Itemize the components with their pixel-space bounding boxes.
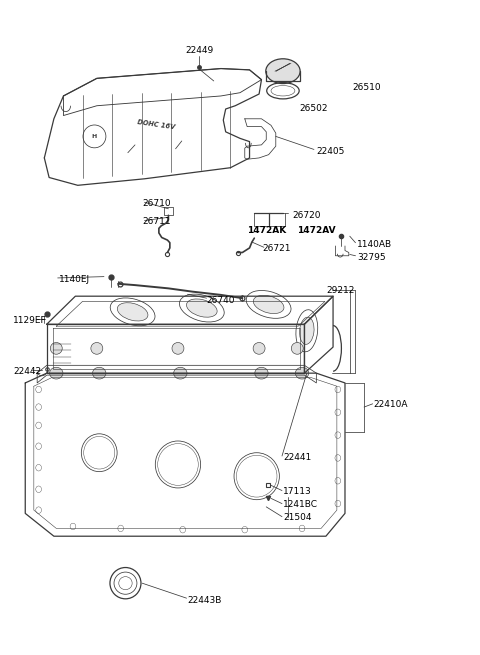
Text: H: H <box>92 134 97 139</box>
Ellipse shape <box>172 343 184 354</box>
Text: DOHC 16V: DOHC 16V <box>137 119 176 130</box>
Text: 1129EF: 1129EF <box>13 316 47 326</box>
Text: 26502: 26502 <box>300 104 328 113</box>
Text: 32795: 32795 <box>357 253 385 261</box>
Ellipse shape <box>300 317 314 345</box>
Text: 22405: 22405 <box>316 147 345 156</box>
Ellipse shape <box>253 295 284 314</box>
Ellipse shape <box>174 367 187 379</box>
Text: 22410A: 22410A <box>373 400 408 409</box>
Text: 22441: 22441 <box>283 453 311 462</box>
Ellipse shape <box>93 367 106 379</box>
Text: 1140EJ: 1140EJ <box>59 274 90 284</box>
Ellipse shape <box>266 59 300 84</box>
Text: 26721: 26721 <box>263 244 291 253</box>
Text: 22442: 22442 <box>13 367 41 377</box>
Text: 1140AB: 1140AB <box>357 240 392 248</box>
Text: 1472AV: 1472AV <box>297 226 336 235</box>
Text: 22449: 22449 <box>185 46 214 55</box>
Text: 26740: 26740 <box>206 295 235 305</box>
Text: 21504: 21504 <box>283 514 312 523</box>
Text: 29212: 29212 <box>326 286 354 295</box>
Text: 26720: 26720 <box>292 211 321 220</box>
Ellipse shape <box>49 367 63 379</box>
Text: 26711: 26711 <box>142 217 171 227</box>
Ellipse shape <box>295 367 309 379</box>
Ellipse shape <box>91 343 103 354</box>
Ellipse shape <box>50 343 62 354</box>
Ellipse shape <box>253 343 265 354</box>
Ellipse shape <box>255 367 268 379</box>
Ellipse shape <box>187 299 217 317</box>
Text: 1472AK: 1472AK <box>247 226 287 235</box>
Text: 17113: 17113 <box>283 487 312 496</box>
Text: 26710: 26710 <box>142 199 171 208</box>
Ellipse shape <box>117 303 148 321</box>
Ellipse shape <box>291 343 303 354</box>
Text: 1241BC: 1241BC <box>283 500 318 510</box>
Text: 26510: 26510 <box>352 83 381 92</box>
Text: 22443B: 22443B <box>188 595 222 605</box>
